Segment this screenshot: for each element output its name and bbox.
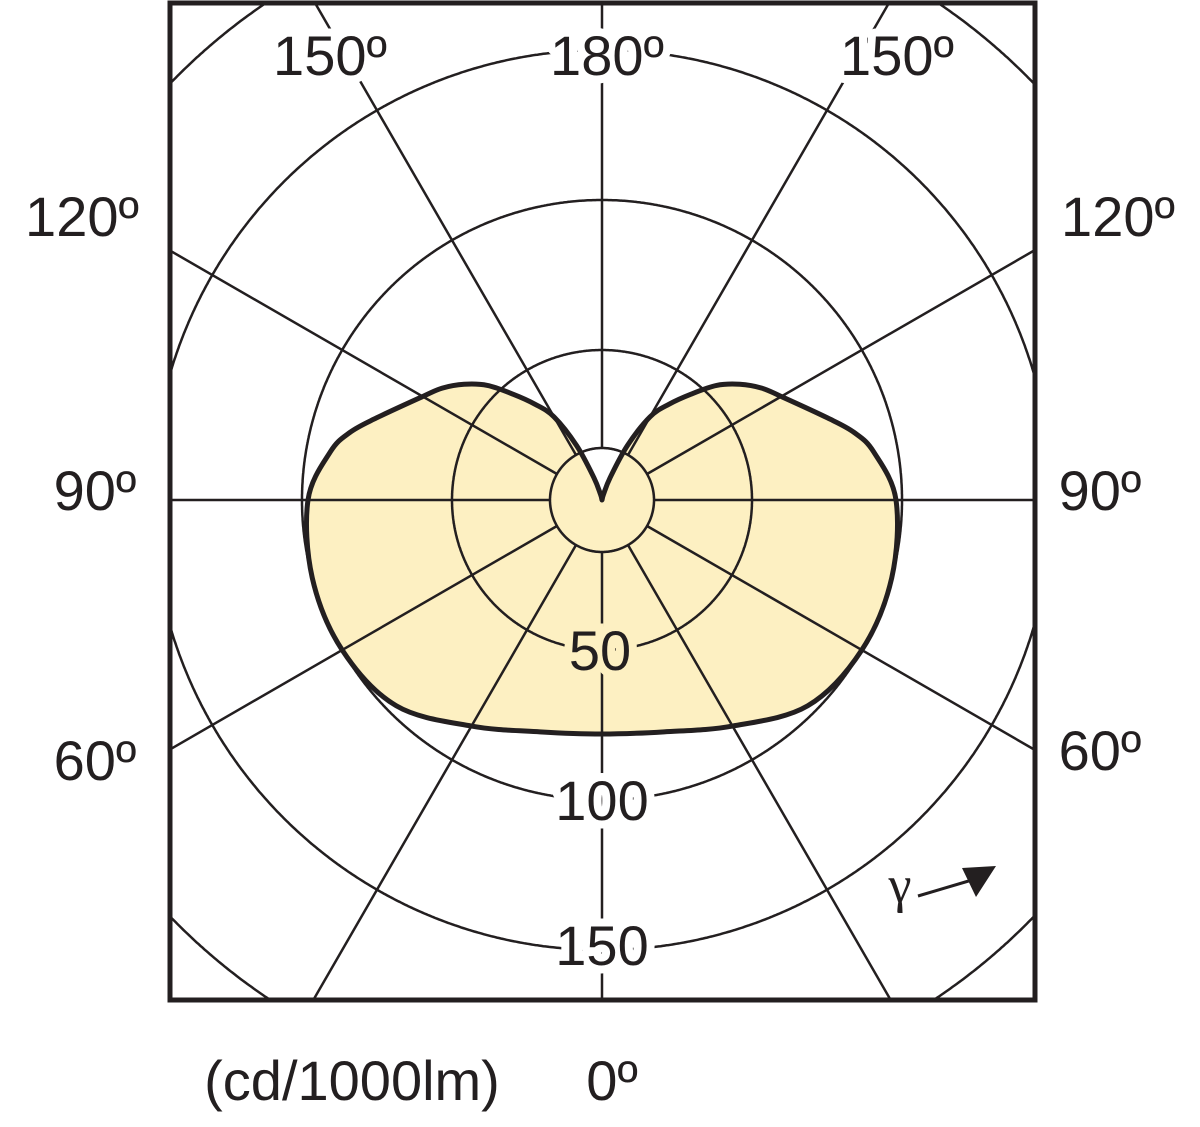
angle-spoke-150-right <box>626 2 891 456</box>
angle-label-top-center: 180º <box>550 24 664 87</box>
angle-label-top-right: 150º <box>840 24 954 87</box>
radial-label-100: 100 <box>555 769 648 832</box>
polar-grid <box>169 2 1036 1001</box>
angle-spoke-60-left <box>169 524 558 751</box>
angle-label-right-120: 120º <box>1061 185 1175 248</box>
angle-label-left-60: 60º <box>54 729 137 792</box>
angle-label-bottom-0: 0º <box>586 1049 638 1112</box>
gamma-arrow-head-icon <box>962 866 996 897</box>
angle-spoke-30-right <box>626 544 892 1001</box>
radial-label-150: 150 <box>555 914 648 977</box>
angle-spoke-60-right <box>646 524 1036 752</box>
angle-spoke-120-left <box>169 249 558 476</box>
unit-label: (cd/1000lm) <box>204 1049 500 1112</box>
gamma-arrow-shaft <box>917 878 973 898</box>
angle-spoke-150-left <box>313 2 578 456</box>
radial-label-50: 50 <box>569 619 631 682</box>
gamma-symbol: γ <box>888 857 912 914</box>
angle-spoke-120-right <box>646 248 1036 476</box>
angle-label-right-60: 60º <box>1059 719 1142 782</box>
intensity-curve-outline <box>303 381 901 737</box>
radial-ring-150 <box>169 48 1036 952</box>
angle-spoke-30-left <box>312 544 578 1001</box>
radial-ring-200 <box>169 2 1035 1000</box>
angle-label-left-120: 120º <box>25 185 139 248</box>
angle-label-right-90: 90º <box>1059 459 1142 522</box>
angle-label-top-left: 150º <box>273 24 387 87</box>
chart-frame <box>167 0 1038 1003</box>
gamma-direction-indicator: γ <box>888 857 996 914</box>
angle-label-left-90: 90º <box>54 459 137 522</box>
